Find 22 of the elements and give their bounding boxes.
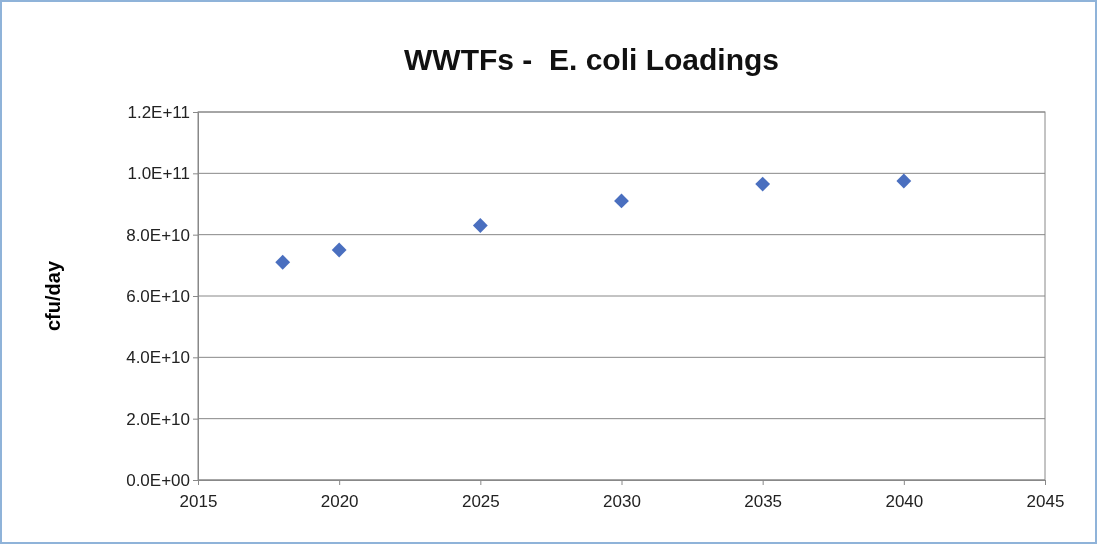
x-tick-label: 2015 — [179, 491, 218, 511]
x-tick-label: 2020 — [320, 491, 359, 511]
point — [614, 193, 629, 209]
point — [331, 242, 347, 258]
point — [275, 254, 291, 270]
point — [896, 173, 912, 189]
y-tick-label: 8.0E+10 — [126, 225, 190, 245]
y-axis-title: cfu/day — [42, 260, 64, 332]
y-tick-label: 6.0E+10 — [126, 286, 190, 306]
chart-title: WWTFs - E. coli Loadings — [404, 43, 779, 76]
x-tick-label: 2040 — [885, 491, 924, 511]
y-tick-label: 2.0E+10 — [126, 409, 190, 429]
y-tick-label: 4.0E+10 — [126, 348, 190, 368]
y-tick-label: 0.0E+00 — [126, 470, 190, 490]
x-tick-label: 2030 — [603, 491, 641, 511]
y-tick-label: 1.2E+11 — [127, 102, 190, 122]
point — [755, 176, 771, 192]
x-tick-label: 2025 — [461, 491, 500, 511]
x-tick-label: 2045 — [1026, 491, 1065, 511]
y-tick-label: 1.0E+11 — [127, 164, 190, 184]
point — [472, 218, 488, 233]
x-tick-label: 2035 — [744, 491, 783, 511]
